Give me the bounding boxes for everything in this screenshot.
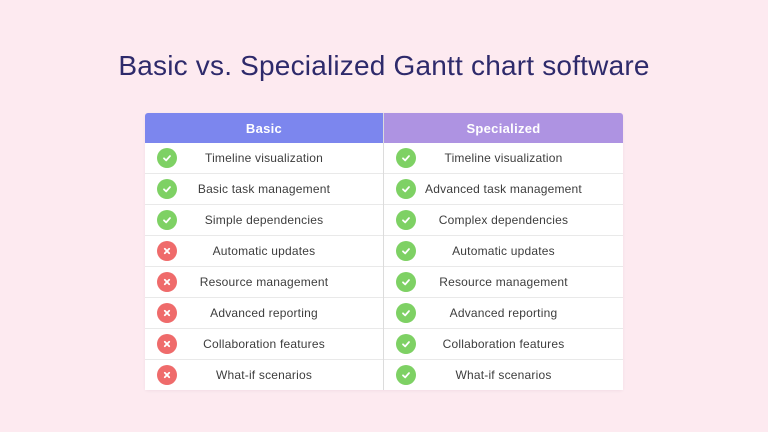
feature-label: Advanced reporting <box>210 306 318 320</box>
table-row: What-if scenarios <box>384 360 623 390</box>
cross-icon <box>157 334 177 354</box>
feature-label: Timeline visualization <box>204 151 323 165</box>
table-row: Resource management <box>384 267 623 298</box>
check-icon <box>396 210 416 230</box>
feature-label: Advanced reporting <box>449 306 558 320</box>
table-row: Collaboration features <box>384 329 623 360</box>
column-header-specialized: Specialized <box>384 113 623 143</box>
feature-label: What-if scenarios <box>215 368 313 382</box>
check-icon <box>396 303 416 323</box>
cross-icon <box>157 365 177 385</box>
column-header-basic: Basic <box>145 113 383 143</box>
check-icon <box>396 272 416 292</box>
feature-label: Automatic updates <box>452 244 555 258</box>
feature-label: Resource management <box>199 275 329 289</box>
feature-label: Advanced task management <box>425 182 582 196</box>
column-specialized: Specialized Timeline visualization Advan… <box>384 113 623 390</box>
table-row: Complex dependencies <box>384 205 623 236</box>
table-row: Automatic updates <box>384 236 623 267</box>
feature-label: Timeline visualization <box>444 151 563 165</box>
table-row: What-if scenarios <box>145 360 383 390</box>
table-row: Advanced reporting <box>384 298 623 329</box>
feature-label: Collaboration features <box>203 337 325 351</box>
table-row: Timeline visualization <box>145 143 383 174</box>
check-icon <box>157 148 177 168</box>
table-row: Resource management <box>145 267 383 298</box>
table-row: Advanced task management <box>384 174 623 205</box>
check-icon <box>396 334 416 354</box>
feature-label: Resource management <box>439 275 568 289</box>
feature-label: Simple dependencies <box>204 213 324 227</box>
check-icon <box>396 365 416 385</box>
comparison-table: Basic Timeline visualization Basic task … <box>145 113 623 390</box>
cross-icon <box>157 303 177 323</box>
cross-icon <box>157 272 177 292</box>
table-row: Collaboration features <box>145 329 383 360</box>
table-row: Advanced reporting <box>145 298 383 329</box>
check-icon <box>396 241 416 261</box>
table-row: Simple dependencies <box>145 205 383 236</box>
feature-label: Basic task management <box>197 182 331 196</box>
cross-icon <box>157 241 177 261</box>
column-basic-rows: Timeline visualization Basic task manage… <box>145 143 383 390</box>
feature-label: What-if scenarios <box>455 368 552 382</box>
feature-label: Automatic updates <box>212 244 316 258</box>
page-title: Basic vs. Specialized Gantt chart softwa… <box>118 50 650 81</box>
check-icon <box>396 179 416 199</box>
check-icon <box>157 210 177 230</box>
column-specialized-rows: Timeline visualization Advanced task man… <box>384 143 623 390</box>
table-row: Automatic updates <box>145 236 383 267</box>
table-row: Basic task management <box>145 174 383 205</box>
check-icon <box>157 179 177 199</box>
table-row: Timeline visualization <box>384 143 623 174</box>
feature-label: Collaboration features <box>442 337 565 351</box>
column-basic: Basic Timeline visualization Basic task … <box>145 113 384 390</box>
feature-label: Complex dependencies <box>438 213 569 227</box>
check-icon <box>396 148 416 168</box>
